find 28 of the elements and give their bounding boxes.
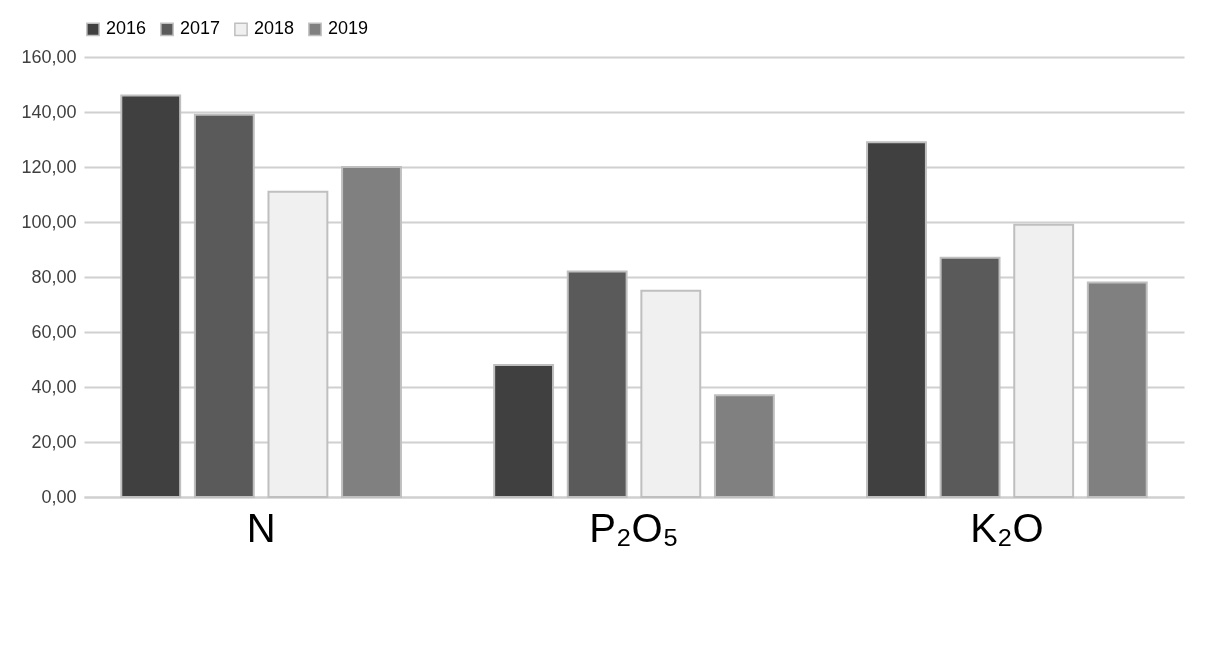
- bar: [193, 113, 255, 498]
- bar: [1086, 281, 1148, 498]
- bar: [640, 289, 702, 498]
- x-tick-label: N: [246, 505, 276, 550]
- legend-label: 2018: [254, 18, 295, 39]
- legend-label: 2017: [180, 18, 221, 39]
- y-tick-label: 100,00: [21, 211, 77, 232]
- bar: [120, 94, 182, 498]
- bar: [493, 364, 555, 498]
- legend-label: 2016: [106, 18, 147, 39]
- y-tick-label: 40,00: [31, 376, 77, 397]
- bar: [341, 166, 402, 498]
- bar: [267, 190, 329, 498]
- y-tick-label: 20,00: [31, 431, 77, 452]
- y-tick-label: 120,00: [21, 156, 77, 177]
- bar: [1013, 223, 1075, 498]
- bar: [866, 141, 927, 498]
- y-tick-label: 160,00: [21, 46, 77, 67]
- y-tick-label: 0,00: [41, 486, 77, 507]
- bar: [939, 256, 1001, 498]
- y-tick-label: 140,00: [21, 101, 77, 122]
- y-tick-label: 60,00: [31, 321, 77, 342]
- bar: [566, 270, 628, 498]
- legend-label: 2019: [328, 18, 369, 39]
- x-tick-label: P₂O₅: [589, 505, 679, 550]
- y-tick-label: 80,00: [31, 266, 77, 287]
- x-tick-label: K₂O: [970, 505, 1044, 550]
- bar: [713, 394, 775, 498]
